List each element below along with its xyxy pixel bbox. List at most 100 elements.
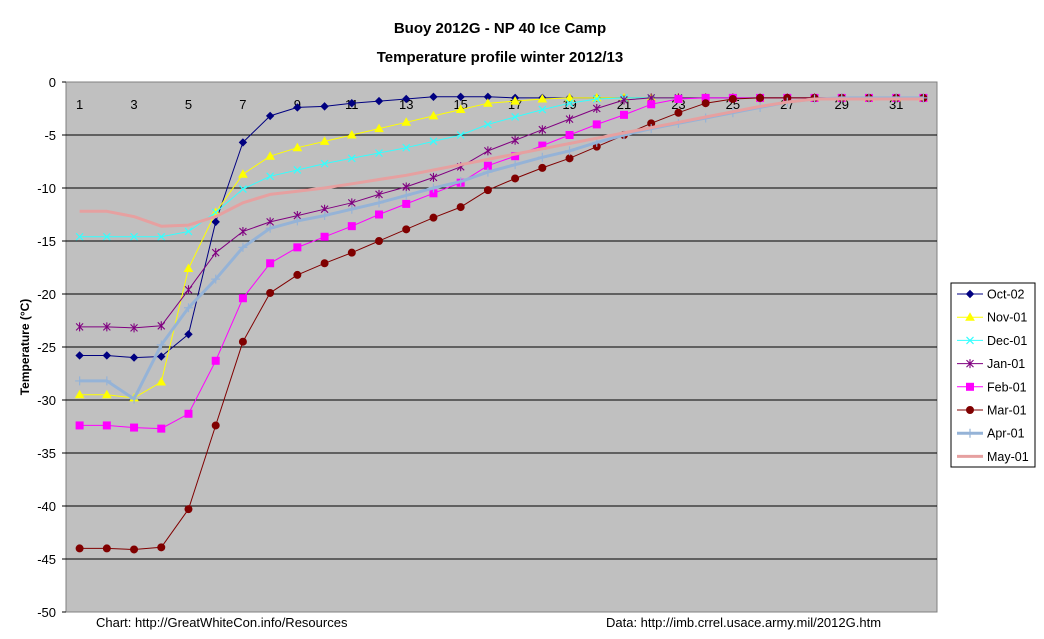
chart-subtitle: Temperature profile winter 2012/13 xyxy=(377,49,623,66)
data-point xyxy=(428,183,438,193)
data-point xyxy=(510,96,520,105)
data-point xyxy=(592,120,601,129)
data-point xyxy=(265,151,276,160)
data-point xyxy=(511,135,519,145)
data-point xyxy=(538,105,547,114)
data-point xyxy=(129,353,139,362)
data-point xyxy=(429,213,438,222)
data-point xyxy=(402,199,411,208)
data-point xyxy=(102,232,111,241)
data-point xyxy=(674,94,683,103)
data-point xyxy=(620,95,628,105)
legend-item: Feb-01 xyxy=(957,380,1027,394)
data-point xyxy=(130,545,139,554)
data-point xyxy=(211,421,220,430)
y-tick-label: -25 xyxy=(37,340,56,355)
data-point xyxy=(347,248,356,257)
data-point xyxy=(347,98,357,108)
data-point xyxy=(756,93,765,102)
y-axis-ticks: 0 -5 -10 -15 -20 -25 -30 -35 -40 -45 -50 xyxy=(37,75,66,620)
y-tick-label: 0 xyxy=(49,75,56,90)
data-point xyxy=(238,242,248,252)
data-point xyxy=(157,321,166,331)
data-point xyxy=(346,129,357,139)
data-point xyxy=(320,102,329,111)
data-point xyxy=(565,146,575,156)
data-point xyxy=(619,110,628,119)
x-tick-label: 5 xyxy=(185,97,192,112)
data-point xyxy=(130,323,138,333)
y-tick-label: -45 xyxy=(37,552,56,567)
data-point xyxy=(293,270,302,279)
legend-item: Dec-01 xyxy=(957,334,1027,348)
data-point xyxy=(484,146,492,156)
data-point xyxy=(483,98,493,107)
legend-label: Jan-01 xyxy=(987,357,1025,371)
data-point xyxy=(565,154,574,163)
data-point xyxy=(375,149,383,157)
data-point xyxy=(211,217,220,227)
data-point xyxy=(156,376,167,386)
legend-box xyxy=(950,282,1036,468)
data-point xyxy=(74,389,85,399)
data-point xyxy=(102,544,111,553)
data-point xyxy=(564,92,575,102)
data-point xyxy=(129,394,139,404)
data-source-credit: Data: http://imb.crrel.usace.army.mil/20… xyxy=(606,615,881,630)
y-tick-label: -35 xyxy=(37,446,56,461)
data-point xyxy=(347,204,357,214)
legend-label: Oct-02 xyxy=(987,288,1025,302)
legend-item: Nov-01 xyxy=(957,311,1027,325)
data-point xyxy=(483,186,492,195)
legend-item: May-01 xyxy=(957,450,1029,464)
data-point xyxy=(266,259,275,268)
series-line xyxy=(79,97,924,550)
chart-source-credit: Chart: http://GreatWhiteCon.info/Resourc… xyxy=(96,615,348,630)
data-point xyxy=(184,409,193,418)
legend-label: May-01 xyxy=(987,450,1029,464)
legend-label: Apr-01 xyxy=(987,427,1025,441)
data-point xyxy=(966,336,974,345)
data-point xyxy=(293,103,302,112)
data-point xyxy=(130,232,138,241)
data-point xyxy=(592,95,601,103)
legend-label: Nov-01 xyxy=(987,311,1027,325)
data-point xyxy=(537,152,547,162)
data-point xyxy=(375,237,384,245)
data-point xyxy=(102,322,111,332)
data-point xyxy=(130,423,139,432)
data-point xyxy=(429,92,438,102)
data-point xyxy=(375,189,383,199)
data-point xyxy=(402,143,411,152)
data-point xyxy=(647,100,656,109)
data-point xyxy=(320,259,329,268)
data-point xyxy=(239,226,247,236)
data-point xyxy=(102,351,112,360)
legend-item: Oct-02 xyxy=(957,288,1025,302)
data-point xyxy=(157,352,166,361)
y-axis-label: Temperature (°C) xyxy=(18,299,32,396)
data-point xyxy=(75,232,84,241)
data-point xyxy=(456,92,465,102)
data-point xyxy=(211,248,220,258)
data-point xyxy=(728,94,737,103)
data-point xyxy=(102,421,111,430)
data-point xyxy=(965,312,975,321)
data-point xyxy=(238,138,248,147)
data-point xyxy=(401,190,411,200)
data-point xyxy=(510,160,520,170)
data-point xyxy=(538,125,547,135)
data-point xyxy=(75,421,84,430)
data-point xyxy=(347,222,356,231)
data-point xyxy=(483,120,492,129)
data-point xyxy=(565,99,574,108)
legend-item: Mar-01 xyxy=(957,404,1027,418)
data-point xyxy=(402,182,411,192)
data-point xyxy=(75,376,85,386)
data-point xyxy=(320,159,329,168)
data-point xyxy=(183,263,194,273)
data-point xyxy=(375,210,384,219)
data-point xyxy=(374,123,384,133)
data-point xyxy=(401,117,412,126)
